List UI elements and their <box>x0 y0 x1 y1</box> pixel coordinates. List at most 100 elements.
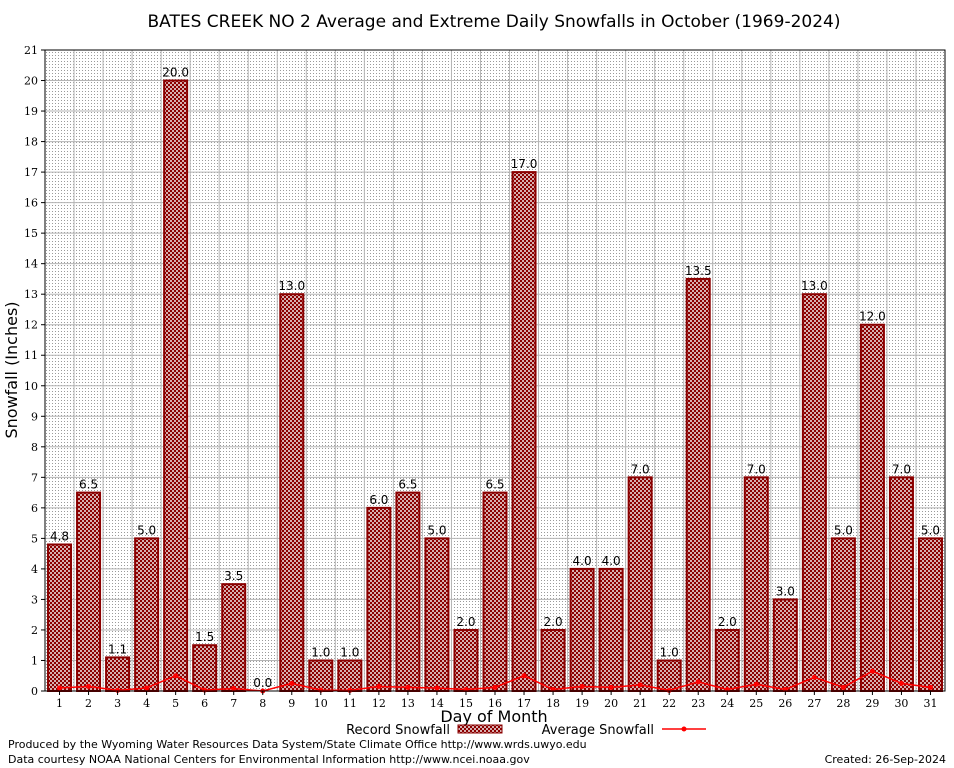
footer-courtesy: Data courtesy NOAA National Centers for … <box>8 753 530 766</box>
x-axis-label: Day of Month <box>440 707 547 726</box>
x-tick-label: 23 <box>691 697 705 710</box>
y-tick-label: 3 <box>31 593 38 606</box>
average-point <box>376 683 382 689</box>
average-point <box>144 685 150 691</box>
record-bar <box>917 537 943 693</box>
average-point <box>57 685 63 691</box>
average-point <box>898 680 904 686</box>
bar-value-label: 5.0 <box>427 523 446 537</box>
record-bar <box>453 628 479 693</box>
average-point <box>608 684 614 690</box>
y-tick-label: 16 <box>24 197 38 210</box>
y-tick-label: 7 <box>31 471 38 484</box>
average-point <box>115 687 121 693</box>
average-point <box>637 682 643 688</box>
record-bar <box>627 476 653 693</box>
average-point <box>753 681 759 687</box>
y-tick-label: 6 <box>31 502 38 515</box>
x-tick-label: 24 <box>720 697 734 710</box>
x-tick-label: 20 <box>604 697 618 710</box>
y-tick-label: 2 <box>31 624 38 637</box>
footer-produced-by: Produced by the Wyoming Water Resources … <box>8 738 587 751</box>
y-tick-label: 19 <box>24 105 38 118</box>
bar-value-label: 17.0 <box>511 157 538 171</box>
x-tick-label: 27 <box>807 697 821 710</box>
x-tick-label: 6 <box>201 697 208 710</box>
x-tick-label: 16 <box>488 697 502 710</box>
bar-value-label: 6.0 <box>369 493 388 507</box>
record-bar <box>308 659 334 693</box>
record-bar <box>105 656 131 693</box>
bar-value-label: 4.0 <box>573 554 592 568</box>
legend-average-label: Average Snowfall <box>542 723 654 738</box>
record-bar <box>134 537 160 693</box>
record-bar <box>888 476 914 693</box>
x-tick-label: 17 <box>517 697 531 710</box>
record-bar <box>76 491 102 692</box>
y-tick-label: 11 <box>24 349 38 362</box>
bar-value-label: 3.0 <box>776 584 795 598</box>
x-tick-label: 21 <box>633 697 647 710</box>
record-bar <box>714 628 740 693</box>
record-bar <box>424 537 450 693</box>
record-bar <box>859 323 885 692</box>
bar-value-label: 2.0 <box>544 615 563 629</box>
y-tick-label: 12 <box>24 319 38 332</box>
record-bar <box>395 491 421 692</box>
y-tick-label: 5 <box>31 532 38 545</box>
x-tick-label: 12 <box>372 697 386 710</box>
x-tick-label: 7 <box>230 697 237 710</box>
bar-value-label: 13.0 <box>278 279 305 293</box>
y-tick-label: 13 <box>24 288 38 301</box>
x-tick-label: 1 <box>56 697 63 710</box>
record-bar <box>279 293 305 692</box>
bar-value-label: 7.0 <box>631 462 650 476</box>
average-point <box>86 683 92 689</box>
record-bar <box>743 476 769 693</box>
bar-value-label: 12.0 <box>859 310 886 324</box>
chart-title: BATES CREEK NO 2 Average and Extreme Dai… <box>148 12 841 32</box>
bar-value-label: 6.5 <box>398 478 417 492</box>
y-tick-label: 10 <box>24 380 38 393</box>
bar-value-label: 1.0 <box>340 645 359 659</box>
average-point <box>840 684 846 690</box>
x-tick-label: 2 <box>85 697 92 710</box>
y-axis-label: Snowfall (Inches) <box>2 301 21 438</box>
y-tick-label: 4 <box>31 563 38 576</box>
x-tick-label: 10 <box>314 697 328 710</box>
bar-value-label: 13.0 <box>801 279 828 293</box>
average-point <box>231 686 237 692</box>
record-bar <box>540 628 566 693</box>
average-point <box>405 684 411 690</box>
bar-value-label: 1.5 <box>195 630 214 644</box>
y-tick-label: 18 <box>24 136 38 149</box>
bar-value-label: 1.0 <box>660 645 679 659</box>
bar-value-label: 6.5 <box>485 478 504 492</box>
y-tick-label: 21 <box>24 44 38 57</box>
x-tick-label: 26 <box>778 697 792 710</box>
x-tick-label: 28 <box>836 697 850 710</box>
record-bar <box>482 491 508 692</box>
grid-lines <box>45 50 945 691</box>
legend-average-marker <box>681 726 687 732</box>
y-tick-label: 0 <box>31 685 38 698</box>
record-bar <box>598 567 624 693</box>
bar-value-label: 7.0 <box>747 462 766 476</box>
record-bar <box>366 506 392 692</box>
y-tick-label: 9 <box>31 410 38 423</box>
record-bars <box>47 79 943 693</box>
record-bar <box>221 583 247 693</box>
average-point <box>173 673 179 679</box>
record-bar <box>772 598 798 693</box>
average-point <box>695 679 701 685</box>
bar-value-label: 7.0 <box>892 462 911 476</box>
legend-record-label: Record Snowfall <box>346 723 450 738</box>
x-tick-label: 29 <box>865 697 879 710</box>
average-point <box>927 684 933 690</box>
record-bar <box>511 171 537 693</box>
average-point <box>289 680 295 686</box>
bar-value-label: 5.0 <box>137 523 156 537</box>
bar-value-label: 1.0 <box>311 645 330 659</box>
